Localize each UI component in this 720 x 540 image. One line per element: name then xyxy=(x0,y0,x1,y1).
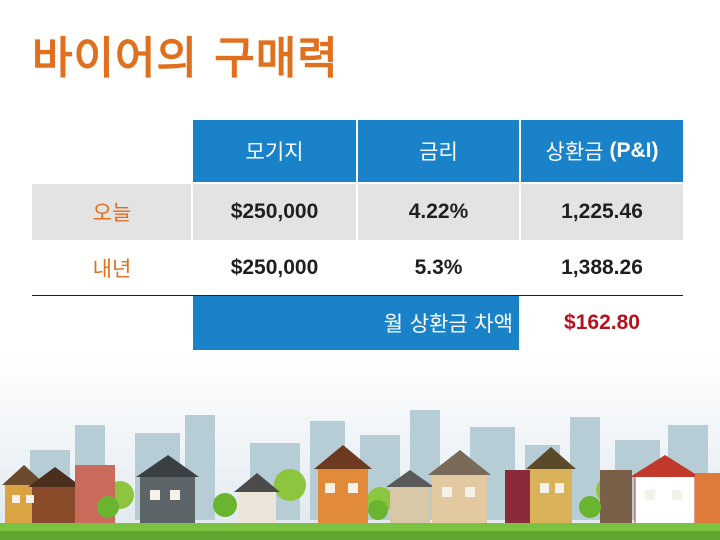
header-payment: 상환금 (P&I) xyxy=(521,120,683,182)
column-divider xyxy=(519,184,521,240)
cell-payment-today: 1,225.46 xyxy=(561,200,643,223)
table-divider-line xyxy=(32,295,683,296)
monthly-difference-label: 월 상환금 차액 xyxy=(193,296,519,350)
header-mortgage: 모기지 xyxy=(193,120,356,182)
cell-rate-today: 4.22% xyxy=(408,200,469,223)
row-label-next-year: 내년 xyxy=(92,257,132,281)
column-divider xyxy=(356,184,358,240)
cell-mortgage-today: $250,000 xyxy=(230,200,319,223)
row-label-today: 오늘 xyxy=(92,201,132,225)
page-title: 바이어의 구매력 xyxy=(32,33,339,84)
monthly-difference-text: 월 상환금 차액 xyxy=(383,312,513,336)
cell-payment-next-year: 1,388.26 xyxy=(561,256,643,279)
column-divider xyxy=(191,184,193,240)
cell-rate-next-year: 5.3% xyxy=(414,256,463,279)
header-payment-label: 상환금 xyxy=(545,140,604,164)
header-mortgage-label: 모기지 xyxy=(245,140,304,164)
header-rate: 금리 xyxy=(358,120,519,182)
cell-mortgage-next-year: $250,000 xyxy=(230,256,319,279)
neighborhood-illustration xyxy=(0,355,720,540)
header-rate-label: 금리 xyxy=(419,140,458,164)
header-payment-suffix: (P&I) xyxy=(609,139,659,162)
monthly-difference-value: $162.80 xyxy=(564,311,640,334)
